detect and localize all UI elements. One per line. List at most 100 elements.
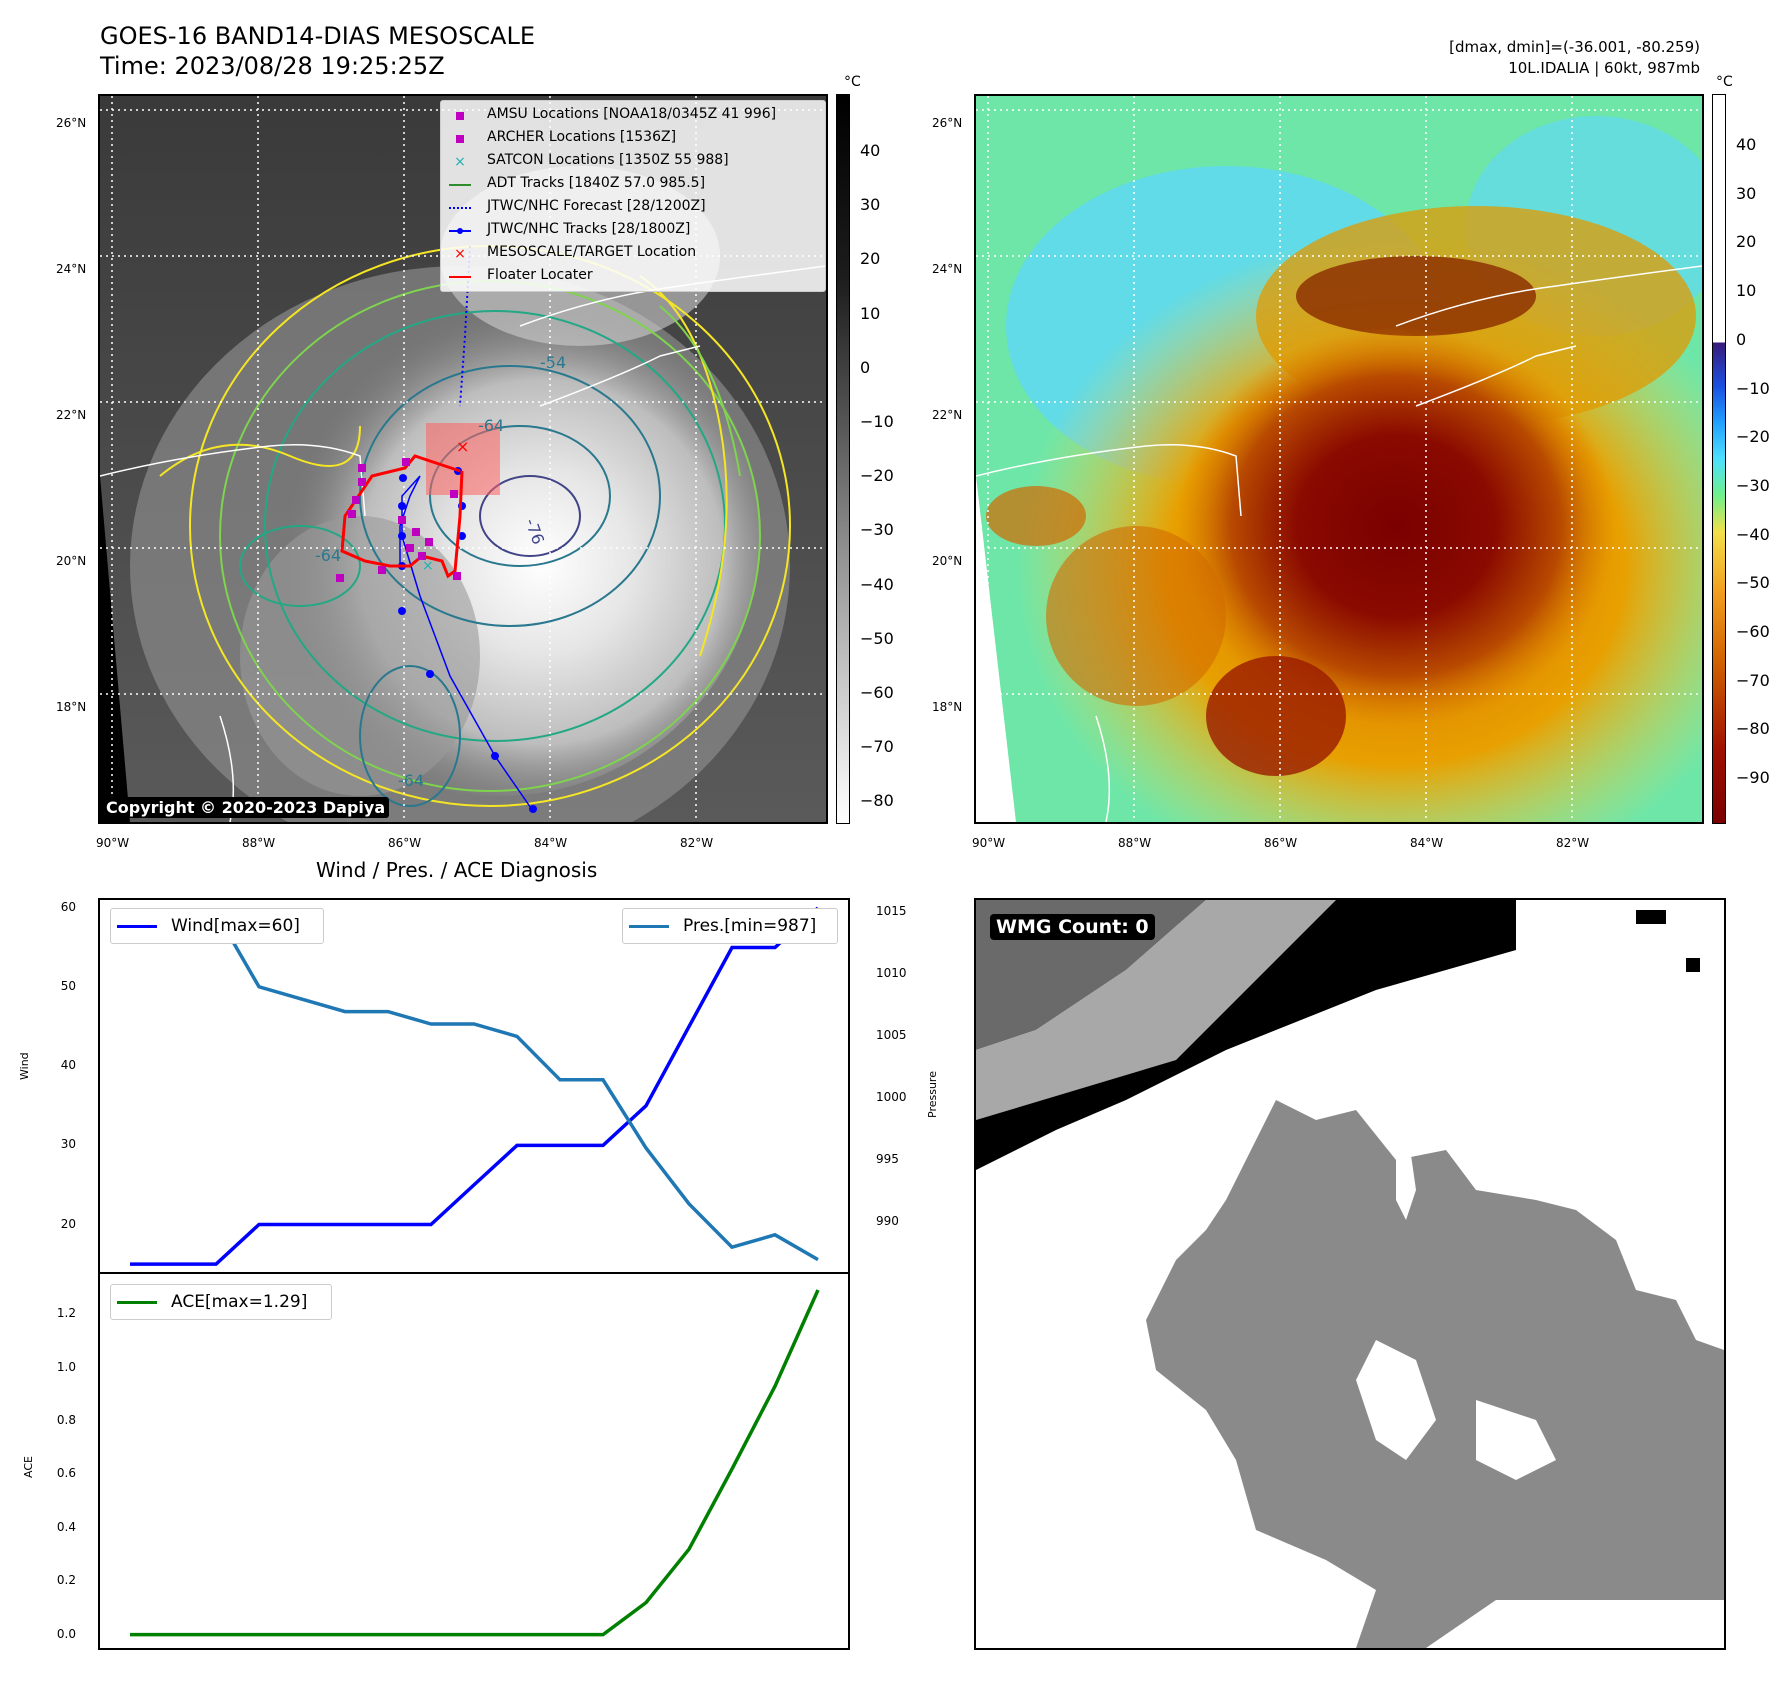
figure-title: GOES-16 BAND14-DIAS MESOSCALE bbox=[100, 22, 536, 50]
right-colorbar-unit: °C bbox=[1716, 74, 1733, 90]
tracks-marker bbox=[449, 224, 471, 238]
ace-svg bbox=[130, 1289, 820, 1637]
right-colorbar-tick: 0 bbox=[1736, 329, 1747, 349]
left-colorbar-tick: 20 bbox=[860, 249, 881, 269]
copyright-notice: Copyright © 2020-2023 Dapiya bbox=[102, 797, 390, 818]
pressure-legend-label: Pres.[min=987] bbox=[683, 916, 817, 936]
right-colorbar bbox=[1712, 94, 1726, 824]
ace-legend-label: ACE[max=1.29] bbox=[171, 1292, 308, 1312]
lon-label: 90°W bbox=[972, 836, 1006, 850]
left-colorbar-tick: 40 bbox=[860, 141, 881, 160]
wind-tick: 40 bbox=[60, 1058, 76, 1073]
map-legend: AMSU Locations [NOAA18/0345Z 41 996] ARC… bbox=[440, 100, 826, 292]
ace-plot: ACE[max=1.29] bbox=[98, 1272, 850, 1650]
left-colorbar-tick: −30 bbox=[860, 520, 894, 540]
ir-enhanced-imagery bbox=[976, 96, 1702, 822]
lat-label: 24°N bbox=[56, 262, 87, 276]
wmg-count-badge: WMG Count: 0 bbox=[990, 914, 1155, 940]
left-colorbar-tick: −60 bbox=[860, 683, 894, 702]
pressure-series-line bbox=[130, 910, 819, 1262]
left-colorbar-tick: 30 bbox=[860, 195, 881, 215]
left-colorbar-tick: −10 bbox=[860, 412, 894, 431]
lon-label: 84°W bbox=[534, 836, 568, 850]
right-colorbar-tick: 40 bbox=[1736, 135, 1757, 154]
left-colorbar-tick: −80 bbox=[860, 791, 894, 811]
ace-legend: ACE[max=1.29] bbox=[110, 1284, 332, 1320]
lon-label: 82°W bbox=[1556, 836, 1590, 850]
legend-target: MESOSCALE/TARGET Location bbox=[487, 244, 697, 260]
adt-marker bbox=[449, 178, 471, 192]
legend-adt: ADT Tracks [1840Z 57.0 985.5] bbox=[487, 175, 706, 191]
pressure-ylabel: Pressure bbox=[926, 1071, 939, 1118]
right-colorbar-tick: −60 bbox=[1736, 622, 1770, 641]
lon-label: 88°W bbox=[242, 836, 276, 850]
lon-label: 84°W bbox=[1410, 836, 1444, 850]
pressure-tick: 1015 bbox=[876, 904, 907, 919]
amsu-marker bbox=[449, 109, 471, 123]
right-colorbar-tick: −20 bbox=[1736, 427, 1770, 447]
lat-label: 26°N bbox=[56, 116, 87, 130]
ace-tick: 0.8 bbox=[56, 1412, 76, 1427]
legend-satcon: SATCON Locations [1350Z 55 988] bbox=[487, 152, 729, 168]
ace-tick: 0.0 bbox=[56, 1626, 76, 1641]
right-colorbar-tick: 10 bbox=[1736, 281, 1757, 301]
lat-label: 20°N bbox=[56, 554, 87, 568]
legend-floater: Floater Locater bbox=[487, 267, 593, 283]
ace-tick: 0.6 bbox=[56, 1466, 76, 1481]
lat-label: 22°N bbox=[932, 408, 963, 422]
right-colorbar-tick: 30 bbox=[1736, 183, 1757, 203]
pressure-tick: 990 bbox=[876, 1214, 899, 1229]
ir-grayscale-map: × × -54 -64 -64 -76 -64 Copyright © 2020… bbox=[98, 94, 828, 824]
right-colorbar-tick: −90 bbox=[1736, 768, 1770, 788]
ace-tick: 0.2 bbox=[56, 1573, 76, 1588]
right-colorbar-tick: 20 bbox=[1736, 232, 1757, 252]
lat-label: 18°N bbox=[56, 700, 87, 714]
ace-ylabel: ACE bbox=[22, 1456, 35, 1478]
wind-pressure-plot: Wind[max=60] Pres.[min=987] bbox=[98, 898, 850, 1274]
ace-series-line bbox=[130, 1289, 820, 1637]
right-colorbar-tick: −10 bbox=[1736, 378, 1770, 398]
left-colorbar-tick: −50 bbox=[860, 628, 894, 648]
pressure-legend: Pres.[min=987] bbox=[622, 908, 838, 944]
lat-label: 24°N bbox=[932, 262, 963, 276]
wind-tick: 60 bbox=[60, 899, 76, 914]
left-colorbar-tick: 10 bbox=[860, 303, 881, 323]
ace-tick: 1.0 bbox=[56, 1359, 76, 1374]
lat-label: 20°N bbox=[932, 554, 963, 568]
lat-label: 22°N bbox=[56, 408, 87, 422]
contour-label: -64 bbox=[478, 416, 504, 435]
contour-label: -64 bbox=[315, 546, 341, 565]
legend-forecast: JTWC/NHC Forecast [28/1200Z] bbox=[487, 198, 706, 214]
satcon-marker: × bbox=[454, 154, 466, 170]
right-colorbar-tick: −40 bbox=[1736, 524, 1770, 544]
wind-series-line bbox=[130, 906, 820, 1266]
wind-ylabel: Wind bbox=[18, 1052, 31, 1080]
diagnosis-title: Wind / Pres. / ACE Diagnosis bbox=[316, 858, 598, 882]
wind-legend: Wind[max=60] bbox=[110, 908, 324, 944]
svg-text:×: × bbox=[456, 437, 469, 456]
right-colorbar-tick: −50 bbox=[1736, 573, 1770, 593]
legend-archer: ARCHER Locations [1536Z] bbox=[487, 129, 677, 145]
forecast-marker bbox=[449, 201, 471, 215]
lon-label: 90°W bbox=[96, 836, 130, 850]
pressure-tick: 1005 bbox=[876, 1028, 907, 1043]
svg-text:×: × bbox=[422, 558, 434, 574]
pressure-tick: 995 bbox=[876, 1152, 899, 1167]
ace-tick: 1.2 bbox=[56, 1306, 76, 1321]
left-colorbar-tick: −40 bbox=[860, 574, 894, 594]
floater-box bbox=[426, 423, 500, 495]
left-colorbar-unit: °C bbox=[844, 74, 861, 90]
contour-label: -64 bbox=[398, 771, 424, 790]
wind-tick: 20 bbox=[60, 1216, 76, 1231]
lat-label: 18°N bbox=[932, 700, 963, 714]
left-colorbar-tick: 0 bbox=[860, 357, 871, 377]
wind-pressure-svg bbox=[130, 906, 820, 1266]
ir-enhanced-map bbox=[974, 94, 1704, 824]
wmg-imagery bbox=[976, 900, 1724, 1648]
target-marker: × bbox=[454, 246, 466, 262]
archer-marker bbox=[449, 132, 471, 146]
wmg-panel: WMG Count: 0 bbox=[974, 898, 1726, 1650]
legend-amsu: AMSU Locations [NOAA18/0345Z 41 996] bbox=[487, 106, 777, 122]
lon-label: 88°W bbox=[1118, 836, 1152, 850]
storm-info: 10L.IDALIA | 60kt, 987mb bbox=[1508, 59, 1700, 77]
